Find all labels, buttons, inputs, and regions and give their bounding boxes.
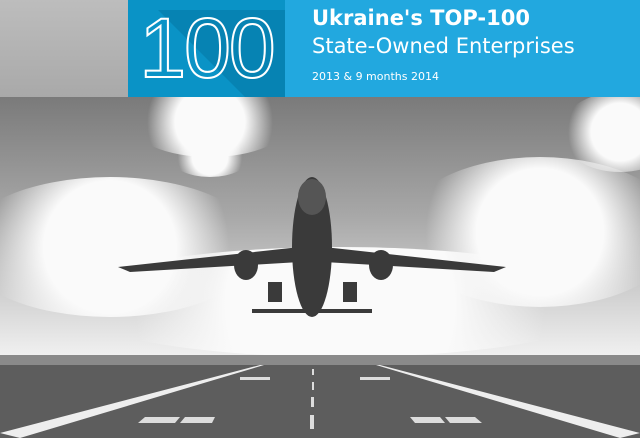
report-title: Ukraine's TOP-100 bbox=[312, 6, 530, 30]
report-subtitle: State-Owned Enterprises bbox=[312, 34, 575, 58]
title-panel: Ukraine's TOP-100 State-Owned Enterprise… bbox=[285, 0, 640, 97]
number-panel: 100 bbox=[128, 0, 285, 97]
report-period: 2013 & 9 months 2014 bbox=[312, 70, 439, 83]
header-gray-panel bbox=[0, 0, 128, 97]
airplane-silhouette bbox=[118, 177, 506, 317]
airplane-photo bbox=[0, 97, 640, 438]
big-number: 100 bbox=[138, 1, 276, 95]
runway-and-plane bbox=[0, 177, 640, 438]
